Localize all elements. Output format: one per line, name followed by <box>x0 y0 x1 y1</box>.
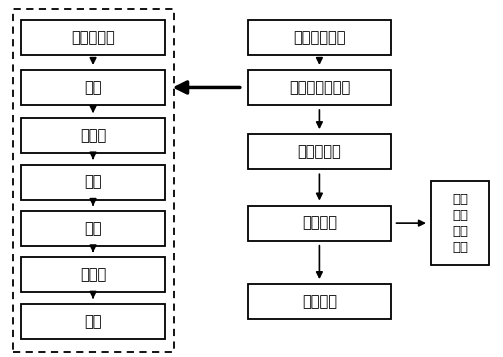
Text: 特征匹配: 特征匹配 <box>302 216 337 231</box>
Bar <box>247 206 391 241</box>
Text: 指纹
特征
点数
据库: 指纹 特征 点数 据库 <box>452 193 468 253</box>
Text: 细化: 细化 <box>85 314 102 329</box>
Text: 图像场计算: 图像场计算 <box>71 30 115 45</box>
Text: 增强: 增强 <box>85 221 102 236</box>
Text: 匹配结果: 匹配结果 <box>302 294 337 309</box>
Text: 分割: 分割 <box>85 80 102 95</box>
Text: 均衡化: 均衡化 <box>80 128 106 143</box>
Bar <box>247 134 391 169</box>
Text: 平滑: 平滑 <box>85 175 102 190</box>
Bar <box>432 181 489 265</box>
Bar <box>22 304 165 339</box>
Bar <box>22 257 165 292</box>
Text: 二值化: 二值化 <box>80 267 106 282</box>
Bar <box>247 70 391 105</box>
Bar <box>22 20 165 55</box>
Bar <box>22 70 165 105</box>
Bar <box>247 20 391 55</box>
Bar <box>22 118 165 153</box>
Text: 特征点提取: 特征点提取 <box>298 144 341 159</box>
Bar <box>22 165 165 200</box>
Text: 原始灰度图像: 原始灰度图像 <box>293 30 346 45</box>
Bar <box>247 284 391 319</box>
Text: 指纹图像预处理: 指纹图像预处理 <box>289 80 350 95</box>
Bar <box>13 9 174 352</box>
Bar <box>22 211 165 246</box>
